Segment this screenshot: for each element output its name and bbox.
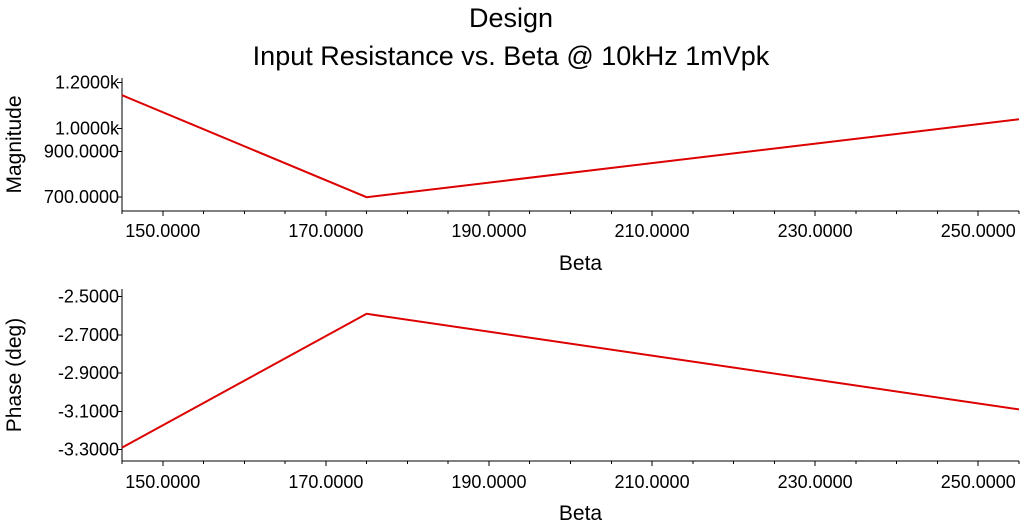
magnitude-x-tick-label: 150.0000 (125, 221, 200, 241)
phase-plot: 150.0000 170.0000 190.0000 210.0000 230.0000… (3, 287, 1020, 525)
phase-x-tick-label: 190.0000 (451, 472, 526, 492)
phase-y-tick-label: -2.5000 (58, 287, 119, 307)
magnitude-x-axis-label: Beta (559, 252, 603, 275)
phase-series-line (121, 312, 1020, 449)
magnitude-x-tick-label: 230.0000 (778, 221, 853, 241)
magnitude-x-tick-label: 250.0000 (941, 221, 1016, 241)
plots-group: 150.0000 170.0000 190.0000 210.0000 230.0000… (3, 73, 1020, 525)
chart-title: Design (469, 3, 553, 33)
magnitude-y-tick-label: 1.2000k (55, 73, 120, 93)
magnitude-y-tick-label: 700.0000 (44, 187, 119, 207)
phase-x-tick-label: 230.0000 (778, 472, 853, 492)
magnitude-y-tick-label: 900.0000 (44, 141, 119, 161)
phase-y-tick-label: -2.9000 (58, 363, 119, 383)
phase-x-tick-label: 170.0000 (288, 472, 363, 492)
phase-x-tick-label: 250.0000 (941, 472, 1016, 492)
chart-subtitle: Input Resistance vs. Beta @ 10kHz 1mVpk (253, 41, 770, 71)
phase-y-tick-label: -3.3000 (58, 440, 119, 460)
phase-y-tick-label: -3.1000 (58, 401, 119, 421)
magnitude-x-tick-label: 190.0000 (451, 221, 526, 241)
magnitude-x-tick-label: 170.0000 (288, 221, 363, 241)
magnitude-plot: 150.0000 170.0000 190.0000 210.0000 230.0000… (3, 73, 1020, 275)
phase-x-axis-label: Beta (559, 502, 603, 525)
phase-y-tick-label: -2.7000 (58, 325, 119, 345)
magnitude-y-tick-label: 1.0000k (55, 118, 120, 138)
phase-x-tick-label: 210.0000 (615, 472, 690, 492)
magnitude-x-tick-label: 210.0000 (615, 221, 690, 241)
magnitude-series-line (121, 94, 1020, 199)
magnitude-y-axis-label: Magnitude (3, 95, 26, 193)
phase-y-axis-label: Phase (deg) (3, 318, 26, 432)
phase-x-tick-label: 150.0000 (125, 472, 200, 492)
